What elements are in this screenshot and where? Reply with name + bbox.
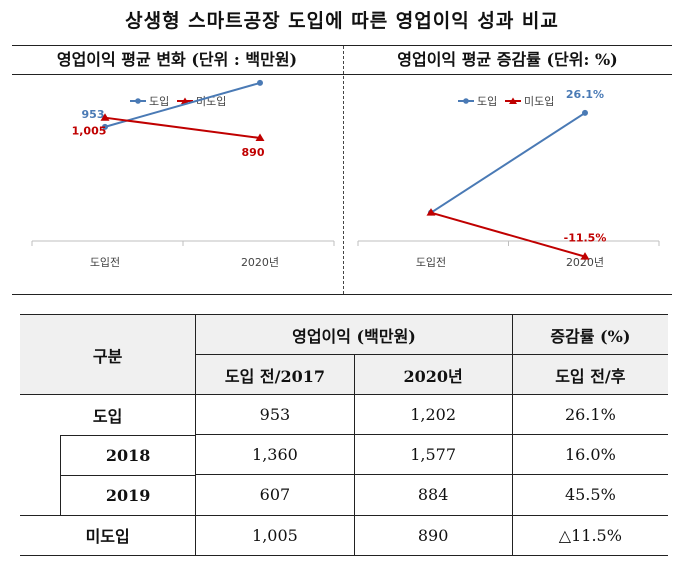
table-row-adopted: 도입 953 1,202 26.1%: [20, 394, 668, 435]
data-point-0-0: [102, 123, 108, 130]
series-line-1: [430, 211, 586, 258]
cell-rate: △11.5%: [511, 514, 668, 556]
data-point-0-1: [257, 79, 263, 86]
legend-label-0: 도입: [477, 95, 497, 108]
cell-2020: 1,202: [353, 394, 513, 435]
cell-2020: 1,577: [353, 434, 513, 475]
legend-marker-1: [181, 97, 189, 104]
legend-label-0: 도입: [149, 95, 169, 108]
row-label-inner: 2018: [60, 434, 196, 475]
data-point-1-0: [100, 113, 110, 121]
cell-2020: 884: [353, 474, 513, 515]
legend-label-1: 미도입: [524, 95, 554, 108]
left-chart-title: 영업이익 평균 변화 (단위 : 백만원): [56, 50, 298, 69]
row-label: 2018: [20, 434, 196, 475]
data-label-1-1: -11.5%: [564, 232, 607, 245]
x-tick-label-1: 2020년: [241, 256, 279, 269]
comparison-table: 구분 영업이익 (백만원) 증감률 (%) 도입 전/2017 2020년 도입…: [20, 314, 668, 556]
x-tick-label-0: 도입전: [90, 256, 120, 269]
x-tick-label-0: 도입전: [416, 256, 446, 269]
series-line-0: [430, 112, 586, 214]
legend-marker-0: [135, 98, 141, 104]
subheader-rate: 도입 전/후: [511, 354, 668, 395]
row-label: 미도입: [20, 514, 196, 556]
header-rule: [12, 74, 672, 75]
data-point-1-1: [255, 133, 265, 141]
table-row-2019: 2019 607 884 45.5%: [20, 474, 668, 516]
right-chart-title: 영업이익 평균 증감률 (단위: %): [397, 50, 618, 69]
series-line-1: [104, 116, 261, 139]
legend-marker-0: [463, 98, 469, 104]
charts-panel: 영업이익 평균 변화 (단위 : 백만원) 영업이익 평균 증감률 (단위: %…: [12, 45, 672, 295]
cell-before: 1,005: [195, 514, 355, 556]
data-label-1-0: 1,005: [72, 125, 107, 138]
data-point-1-1: [580, 252, 590, 260]
table-row-not-adopted: 미도입 1,005 890 △11.5%: [20, 514, 668, 556]
header-group: 구분: [20, 314, 196, 395]
x-tick-label-1: 2020년: [566, 256, 604, 269]
data-point-0-1: [582, 109, 588, 116]
row-label: 2019: [20, 474, 196, 516]
data-point-1-0: [426, 208, 436, 216]
page-title: 상생형 스마트공장 도입에 따른 영업이익 성과 비교: [125, 10, 559, 32]
cell-rate: 45.5%: [511, 474, 668, 515]
panel-divider: [343, 46, 344, 294]
cell-2020: 890: [353, 514, 513, 556]
cell-before: 607: [195, 474, 355, 515]
cell-before: 953: [195, 394, 355, 435]
series-line-0: [104, 81, 261, 128]
data-label-0-1: 26.1%: [566, 88, 604, 101]
cell-rate: 26.1%: [511, 394, 668, 435]
header-profit: 영업이익 (백만원): [195, 314, 513, 355]
header-rate: 증감률 (%): [511, 314, 668, 355]
data-label-0-0: 953: [82, 108, 105, 121]
cell-before: 1,360: [195, 434, 355, 475]
row-label-inner: 2019: [60, 474, 196, 515]
row-label: 도입: [92, 406, 123, 426]
cell-rate: 16.0%: [511, 434, 668, 475]
legend-marker-1: [509, 97, 517, 104]
subheader-before: 도입 전/2017: [195, 354, 355, 395]
data-label-1-1: 890: [242, 146, 265, 159]
subheader-2020: 2020년: [353, 354, 513, 395]
table-row-2018: 2018 1,360 1,577 16.0%: [20, 434, 668, 475]
